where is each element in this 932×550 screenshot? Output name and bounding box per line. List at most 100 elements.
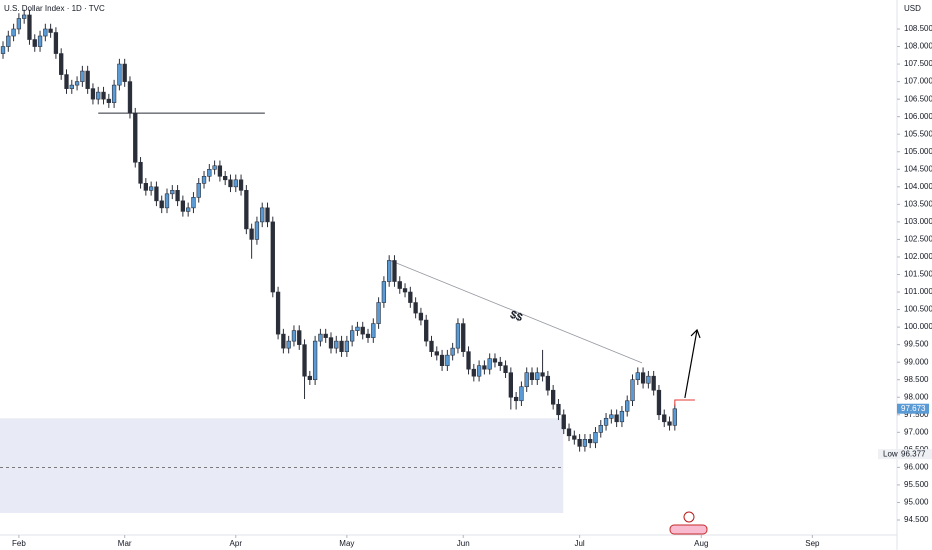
y-tick-label: 105.500 <box>904 129 932 138</box>
candle-body <box>392 260 397 282</box>
candle-body <box>476 365 482 377</box>
candle-body <box>450 347 455 356</box>
candle-body <box>519 386 524 402</box>
candle-body <box>217 165 223 177</box>
candle-body <box>143 183 148 191</box>
trend-line <box>390 260 643 364</box>
candle-body <box>101 91 106 100</box>
candle-body <box>503 365 508 373</box>
y-tick-label: 100.000 <box>904 322 932 331</box>
candle-body <box>619 410 625 423</box>
candle-body <box>355 326 360 331</box>
candle-body <box>154 186 159 202</box>
candle-body <box>672 408 677 426</box>
candle-body <box>667 421 672 426</box>
candle-body <box>53 32 59 54</box>
candle-body <box>275 291 281 335</box>
candle-body <box>90 88 96 100</box>
y-tick-label: 105.000 <box>904 147 932 156</box>
candle-body <box>164 193 170 209</box>
candle-body <box>540 372 545 377</box>
y-tick-label: 97.500 <box>904 410 929 419</box>
y-tick-label: 106.000 <box>904 112 932 121</box>
candle-body <box>302 344 307 377</box>
candle-body <box>228 179 233 188</box>
candle-body <box>466 351 471 370</box>
candle-body <box>577 439 582 447</box>
candle-body <box>286 340 291 349</box>
candle-body <box>64 74 69 89</box>
event-icon[interactable] <box>669 524 708 535</box>
candle-body <box>233 179 238 188</box>
candle-body <box>22 14 27 19</box>
x-tick-label: May <box>339 539 354 548</box>
y-tick-label: 97.000 <box>904 427 929 436</box>
y-tick-label: 106.500 <box>904 94 932 103</box>
candle-body <box>646 375 651 384</box>
candle-body <box>270 221 275 293</box>
y-tick-label: 96.000 <box>904 462 929 471</box>
candle-body <box>593 432 598 444</box>
y-tick-label: 98.500 <box>904 375 929 384</box>
candle-body <box>614 414 619 423</box>
x-tick-label: Apr <box>230 539 243 548</box>
candle-body <box>69 84 74 89</box>
y-tick-label: 95.500 <box>904 480 929 489</box>
y-tick-label: 95.000 <box>904 498 929 507</box>
candle-body <box>32 39 37 47</box>
candle-body <box>43 28 48 37</box>
candle-body <box>249 228 254 240</box>
candle-body <box>207 168 212 177</box>
candle-body <box>307 375 312 381</box>
candle-body <box>556 403 561 416</box>
candle-body <box>349 330 355 342</box>
last-price-label: 97.673 <box>901 404 926 413</box>
currency-label: USD <box>904 4 921 13</box>
y-tick-label: 99.000 <box>904 357 929 366</box>
candle-body <box>127 81 133 114</box>
candle-body <box>244 190 249 230</box>
candle-body <box>471 368 476 377</box>
candle-body <box>312 340 318 381</box>
candle-body <box>566 428 572 437</box>
candle-body <box>37 35 43 47</box>
candle-body <box>376 302 381 324</box>
candle-body <box>498 361 503 366</box>
x-tick-label: Jul <box>574 539 584 548</box>
candle-body <box>365 333 371 338</box>
candle-body <box>318 333 323 342</box>
candle-body <box>122 63 127 82</box>
candle-body <box>572 435 577 440</box>
candle-body <box>80 70 85 82</box>
x-tick-label: Mar <box>118 539 132 548</box>
candle-body <box>186 207 191 212</box>
candle-body <box>625 400 630 412</box>
candle-body <box>323 333 328 338</box>
candle-body <box>508 372 513 398</box>
candle-body <box>656 389 662 416</box>
candle-body <box>334 340 339 349</box>
low-value: 96.377 <box>901 449 926 458</box>
y-tick-label: 101.000 <box>904 287 932 296</box>
candle-body <box>16 18 22 30</box>
y-tick-label: 108.000 <box>904 42 932 51</box>
plot-area: $$ <box>0 9 701 513</box>
candle-body <box>85 70 90 89</box>
candle-body <box>180 200 186 212</box>
candle-body <box>455 323 461 349</box>
y-tick-label: 101.500 <box>904 270 932 279</box>
candle-body <box>561 414 566 430</box>
candle-body <box>201 175 207 184</box>
event-icon[interactable] <box>683 511 695 523</box>
candle-body <box>630 379 635 402</box>
annotation: $$ <box>508 309 524 324</box>
candle-body <box>598 424 603 433</box>
y-tick-label: 94.500 <box>904 515 929 524</box>
candle-body <box>223 175 228 181</box>
candle-body <box>175 190 180 202</box>
candle-body <box>635 372 640 381</box>
candle-body <box>588 439 593 444</box>
y-tick-label: 102.500 <box>904 235 932 244</box>
candle-body <box>418 312 424 321</box>
